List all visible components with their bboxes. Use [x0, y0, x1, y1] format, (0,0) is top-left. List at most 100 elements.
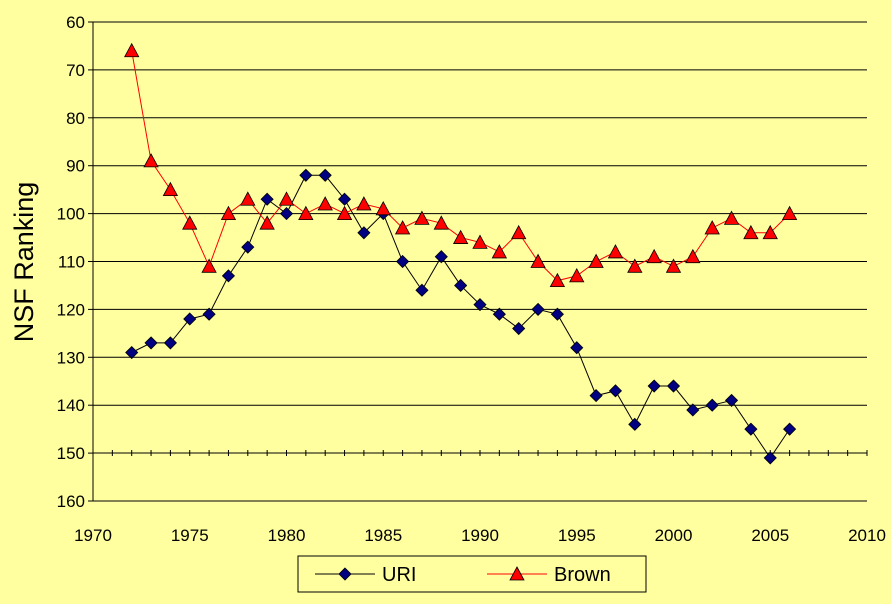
- data-point-triangle: [433, 215, 449, 230]
- data-point-diamond: [279, 207, 294, 221]
- data-point-triangle: [259, 215, 275, 230]
- data-point-triangle: [298, 205, 314, 221]
- data-point-diamond: [396, 254, 410, 269]
- x-tick-label: 2005: [751, 526, 789, 545]
- data-point-diamond: [221, 269, 236, 283]
- x-tick-label: 1995: [558, 526, 596, 545]
- data-point-triangle: [530, 253, 546, 268]
- data-point-triangle: [704, 220, 720, 235]
- data-point-triangle: [549, 272, 566, 288]
- data-point-triangle: [743, 224, 759, 240]
- data-point-diamond: [783, 422, 797, 436]
- legend-item-brown: Brown: [487, 564, 611, 586]
- data-point-diamond: [744, 422, 758, 436]
- y-tick-label: 100: [57, 205, 85, 224]
- y-tick-label: 160: [57, 492, 85, 511]
- data-point-triangle: [220, 205, 237, 221]
- data-point-diamond: [763, 451, 777, 465]
- data-point-triangle: [723, 210, 740, 225]
- data-point-diamond: [686, 403, 700, 417]
- data-point-triangle: [124, 42, 140, 58]
- data-point-diamond: [144, 336, 158, 350]
- grid-lines: [93, 21, 867, 502]
- y-tick-label: 70: [66, 61, 85, 80]
- data-point-diamond: [647, 379, 661, 393]
- data-point-triangle: [472, 234, 488, 249]
- data-point-diamond: [415, 283, 429, 297]
- data-point-diamond: [454, 278, 468, 293]
- data-point-diamond: [241, 240, 255, 254]
- data-point-triangle: [588, 253, 604, 268]
- data-point-diamond: [550, 307, 564, 321]
- data-point-triangle: [685, 248, 701, 264]
- x-tick-label: 2010: [848, 526, 886, 545]
- x-tick-label: 2000: [655, 526, 693, 545]
- data-point-diamond: [163, 336, 177, 350]
- y-tick-label: 90: [66, 157, 85, 176]
- data-point-diamond: [260, 192, 274, 206]
- x-tick-label: 1990: [461, 526, 499, 545]
- y-tick-label: 120: [57, 300, 85, 319]
- y-tick-label: 140: [57, 396, 85, 415]
- y-tick-label: 60: [66, 13, 85, 32]
- data-point-triangle: [646, 248, 662, 264]
- data-point-triangle: [278, 191, 295, 206]
- x-tick-label: 1980: [268, 526, 306, 545]
- data-point-diamond: [318, 168, 332, 182]
- data-point-triangle: [394, 220, 411, 235]
- y-axis-title: NSF Ranking: [9, 182, 39, 343]
- data-point-diamond: [531, 302, 545, 316]
- data-point-triangle: [491, 244, 508, 259]
- data-point-diamond: [125, 345, 139, 360]
- series-brown: [124, 42, 798, 288]
- data-point-triangle: [317, 196, 333, 211]
- data-point-diamond: [724, 393, 739, 407]
- y-tick-label: 80: [66, 109, 85, 128]
- data-point-triangle: [414, 210, 430, 225]
- data-point-diamond: [473, 298, 487, 312]
- data-point-diamond: [357, 226, 371, 240]
- data-point-diamond: [666, 379, 681, 393]
- data-point-diamond: [628, 417, 642, 431]
- data-point-diamond: [705, 398, 719, 412]
- data-point-triangle: [375, 200, 391, 216]
- series-uri: [125, 168, 797, 465]
- data-point-triangle: [627, 258, 643, 273]
- data-point-triangle: [607, 244, 624, 259]
- data-point-triangle: [781, 205, 798, 221]
- data-point-triangle: [201, 258, 217, 273]
- data-point-triangle: [336, 205, 353, 221]
- data-point-triangle: [356, 196, 372, 211]
- data-point-triangle: [511, 224, 527, 240]
- axes: [88, 21, 868, 502]
- data-point-diamond: [434, 250, 448, 264]
- data-point-triangle: [240, 191, 256, 206]
- data-point-diamond: [337, 192, 352, 206]
- data-point-diamond: [570, 341, 584, 355]
- data-point-triangle: [569, 268, 585, 283]
- legend: URI Brown: [297, 555, 647, 593]
- x-tick-label: 1970: [74, 526, 112, 545]
- x-tick-label: 1985: [364, 526, 402, 545]
- data-point-triangle: [143, 153, 159, 168]
- tick-labels: 60 70 80 90 100 110 120 130 140 150 160 1970 1975 198…: [57, 13, 886, 545]
- x-tick-label: 1975: [171, 526, 209, 545]
- data-point-diamond: [512, 321, 526, 336]
- data-point-diamond: [492, 307, 506, 321]
- data-point-triangle: [162, 181, 179, 197]
- y-tick-label: 130: [57, 348, 85, 367]
- data-point-triangle: [665, 258, 682, 273]
- data-point-diamond: [608, 384, 623, 398]
- data-point-diamond: [202, 307, 216, 321]
- legend-label: URI: [382, 564, 416, 586]
- data-point-diamond: [338, 567, 352, 581]
- data-point-diamond: [589, 389, 603, 403]
- data-point-diamond: [299, 168, 313, 182]
- data-point-triangle: [182, 215, 198, 230]
- legend-label: Brown: [554, 564, 611, 586]
- data-point-triangle: [762, 224, 778, 240]
- data-point-triangle: [509, 566, 525, 581]
- data-point-diamond: [183, 312, 197, 326]
